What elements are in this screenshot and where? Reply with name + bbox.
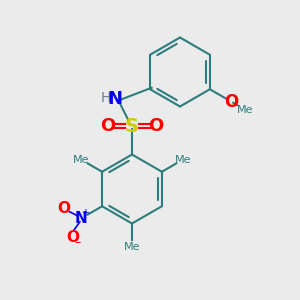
Text: O: O [66, 230, 79, 245]
Text: +: + [81, 208, 89, 218]
Text: –: – [75, 236, 81, 249]
Text: O: O [57, 201, 70, 216]
Text: O: O [148, 117, 164, 135]
Text: Me: Me [124, 242, 140, 253]
Text: N: N [107, 90, 122, 108]
Text: N: N [75, 211, 88, 226]
Text: H: H [100, 91, 111, 105]
Text: Me: Me [73, 155, 90, 165]
Text: O: O [100, 117, 116, 135]
Text: Me: Me [174, 155, 191, 165]
Text: S: S [125, 116, 139, 136]
Text: O: O [224, 93, 238, 111]
Text: Me: Me [237, 104, 253, 115]
